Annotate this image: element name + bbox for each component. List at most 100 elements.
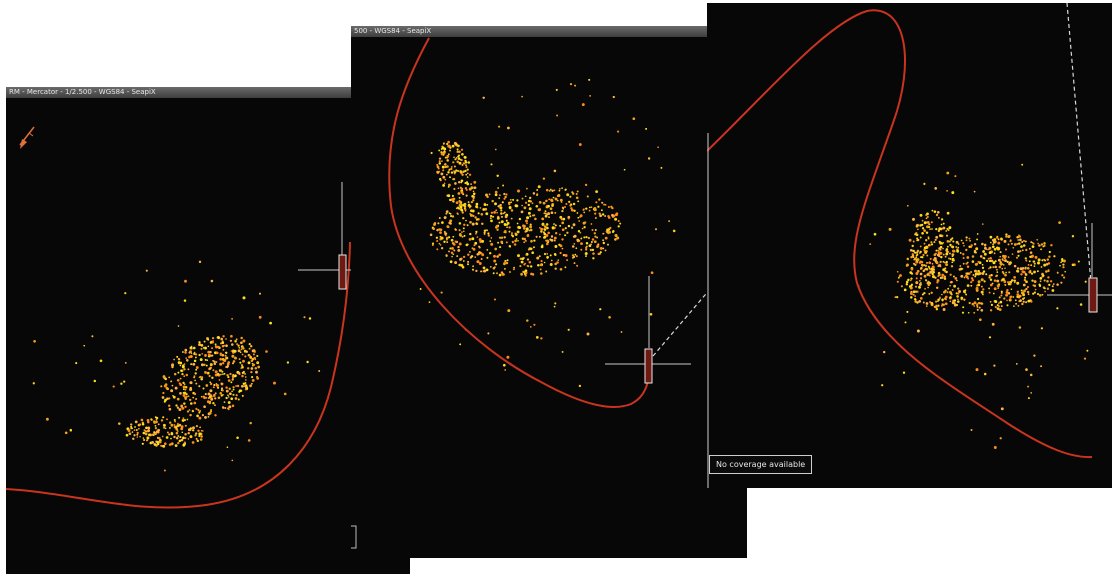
sounding-dot — [968, 245, 971, 249]
sounding-dot — [985, 273, 988, 276]
sounding-dot — [930, 301, 933, 305]
sounding-dot — [227, 396, 230, 398]
sounding-dot — [989, 241, 992, 244]
sounding-dot — [497, 187, 499, 189]
sonar-display[interactable] — [6, 87, 410, 574]
sounding-dot — [1042, 274, 1045, 277]
sounding-dot — [198, 376, 201, 379]
sounding-dot — [975, 286, 979, 290]
sounding-dot — [465, 181, 469, 184]
sounding-dot — [941, 303, 944, 305]
sounding-dot — [208, 353, 211, 357]
sounding-dot — [1042, 245, 1045, 248]
sounding-dot — [540, 260, 543, 263]
sounding-dot — [1008, 262, 1012, 266]
sounding-dot — [1017, 304, 1020, 307]
sounding-dot — [948, 252, 952, 255]
sonar-display[interactable] — [351, 26, 747, 558]
sounding-dot — [184, 437, 187, 440]
sounding-dot — [1041, 259, 1044, 262]
sounding-dot — [944, 302, 948, 306]
sounding-dot — [966, 272, 969, 275]
sounding-dot — [225, 344, 228, 348]
sounding-dot — [944, 255, 947, 258]
sounding-dot — [983, 280, 986, 283]
sounding-dot — [1021, 241, 1024, 243]
sounding-dot — [537, 264, 540, 267]
sounding-dot — [590, 206, 593, 209]
sounding-dot — [906, 204, 909, 207]
sounding-dot — [188, 409, 191, 411]
sounding-dot — [915, 256, 918, 258]
sounding-dot — [543, 228, 547, 231]
sounding-dot — [450, 171, 454, 174]
sounding-dot — [182, 443, 186, 447]
sounding-dot — [258, 292, 262, 295]
sounding-dot — [939, 245, 943, 249]
sounding-dot — [496, 174, 499, 178]
sounding-dot — [994, 301, 997, 303]
sounding-dot — [998, 302, 1000, 304]
sounding-dot — [224, 351, 228, 355]
sounding-dot — [461, 211, 464, 214]
sounding-dot — [240, 367, 242, 369]
sounding-dot — [222, 348, 225, 351]
sounding-dot — [980, 308, 984, 312]
sounding-dot — [995, 268, 998, 271]
sounding-dot — [945, 263, 949, 267]
sounding-dot — [475, 230, 478, 234]
sounding-dot — [232, 388, 235, 391]
sounding-dot — [992, 266, 995, 269]
sounding-dot — [935, 235, 939, 239]
sounding-dot — [912, 217, 915, 221]
sounding-dot — [236, 384, 240, 388]
vessel-icon[interactable] — [644, 348, 653, 384]
sounding-dot — [251, 376, 254, 379]
vessel-icon[interactable] — [1088, 277, 1098, 313]
sounding-dot — [1046, 258, 1050, 261]
sounding-dot — [195, 366, 199, 369]
sounding-dot — [1037, 258, 1041, 262]
sonar-view-left[interactable]: RM - Mercator - 1/2.500 - WGS84 - SeapiX — [6, 87, 410, 574]
sounding-dot — [952, 275, 955, 278]
sounding-dot — [467, 263, 469, 266]
sounding-dot — [200, 344, 204, 347]
sounding-dot — [958, 268, 962, 271]
sounding-dot — [529, 196, 532, 200]
sounding-dot — [590, 223, 593, 225]
sounding-dot — [994, 240, 997, 243]
sounding-dot — [965, 236, 968, 239]
sounding-dot — [925, 213, 928, 217]
sounding-dot — [523, 237, 526, 241]
sounding-dot — [1009, 240, 1012, 243]
sounding-dot — [554, 262, 557, 266]
sounding-dot — [529, 225, 533, 229]
sounding-dot — [207, 350, 210, 354]
sounding-dot — [451, 144, 455, 148]
sounding-dot — [154, 433, 157, 436]
sounding-dot — [976, 233, 979, 235]
sounding-dot — [240, 336, 243, 340]
sounding-dot — [1038, 244, 1041, 247]
sounding-dot — [179, 383, 183, 387]
sounding-dot — [548, 216, 550, 218]
sounding-dot — [934, 238, 937, 241]
sounding-dot — [192, 362, 196, 366]
sounding-dot — [181, 431, 184, 434]
sounding-dot — [514, 233, 518, 236]
sonar-view-right[interactable]: No coverage available — [707, 3, 1112, 488]
sounding-dot — [502, 363, 506, 367]
sounding-dot — [453, 156, 455, 159]
sounding-dot — [232, 373, 235, 376]
sounding-dot — [220, 369, 223, 372]
sounding-dot — [443, 182, 446, 185]
sonar-display[interactable] — [707, 3, 1112, 488]
sounding-dot — [445, 254, 448, 256]
vessel-icon[interactable] — [338, 254, 347, 290]
sonar-view-center[interactable]: 500 - WGS84 - SeapiX — [351, 26, 747, 558]
sounding-dot — [180, 425, 184, 429]
sounding-dot — [456, 255, 459, 258]
sounding-dot — [524, 201, 528, 204]
sounding-dot — [518, 226, 522, 229]
sounding-dot — [575, 255, 578, 258]
